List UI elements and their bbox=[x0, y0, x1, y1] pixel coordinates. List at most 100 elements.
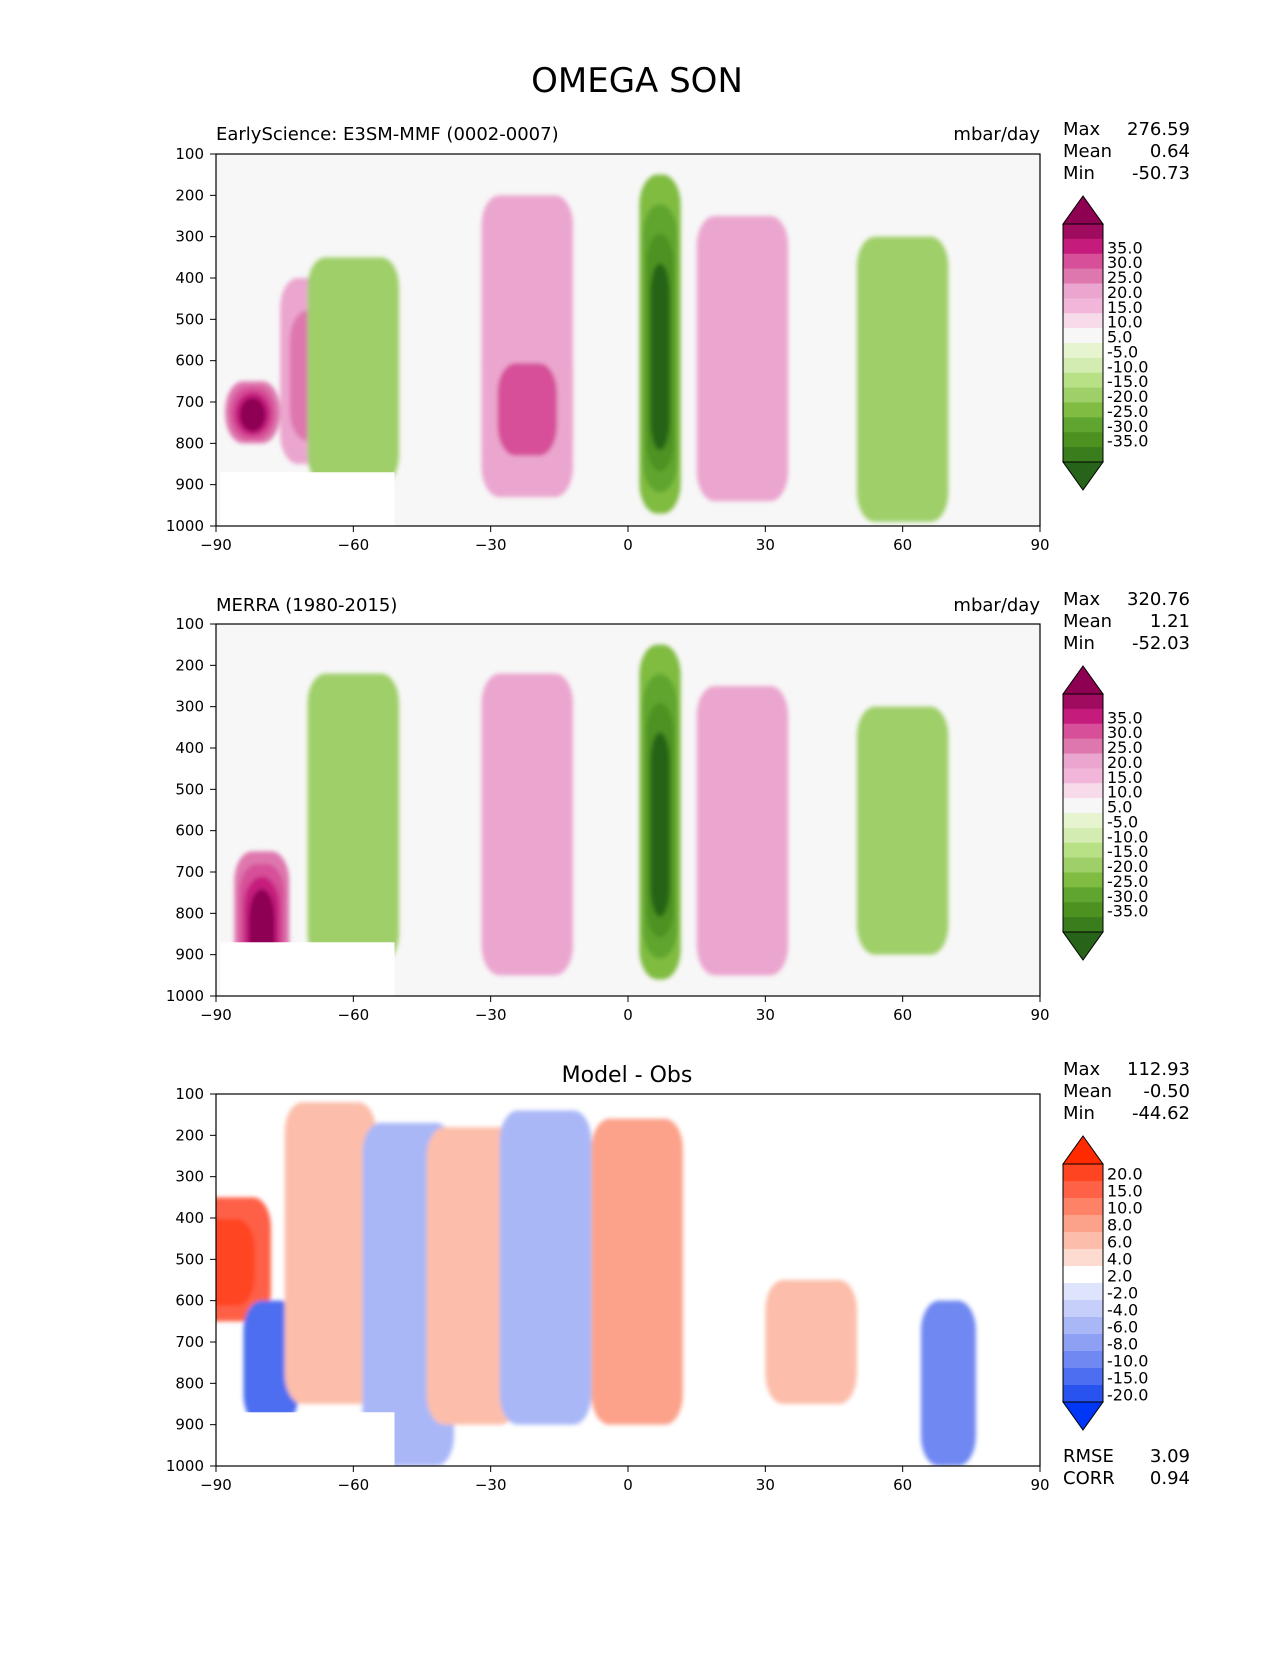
contour-region bbox=[696, 216, 789, 502]
axes: −90 −60 −30 0 30 60 90 100 200 300 400 500 600 700 800… bbox=[166, 615, 1050, 1024]
colorbar-label: -15.0 bbox=[1107, 372, 1148, 391]
x-tick-label: −30 bbox=[475, 536, 507, 554]
y-tick-label: 800 bbox=[175, 434, 204, 452]
colorbar-label: 10.0 bbox=[1107, 783, 1143, 802]
y-tick-label: 600 bbox=[175, 1292, 204, 1310]
colorbar-segment bbox=[1063, 798, 1103, 814]
y-tick-label: 500 bbox=[175, 310, 204, 328]
colorbar-segment bbox=[1063, 313, 1103, 329]
colorbar-label: 10.0 bbox=[1107, 1199, 1143, 1218]
colorbar-label: 15.0 bbox=[1107, 298, 1143, 317]
y-tick-label: 300 bbox=[175, 698, 204, 716]
stat-mean-label: Mean bbox=[1063, 611, 1112, 632]
colorbar-segment bbox=[1063, 694, 1103, 710]
colorbar-segment bbox=[1063, 328, 1103, 344]
colorbar-label: -20.0 bbox=[1107, 857, 1148, 876]
colorbar-label: -35.0 bbox=[1107, 432, 1148, 451]
colorbar: 35.030.025.020.015.010.05.0-5.0-10.0-15.… bbox=[1062, 195, 1148, 491]
colorbar-segment bbox=[1063, 238, 1103, 255]
y-tick-label: 400 bbox=[175, 739, 204, 757]
missing-data-mask bbox=[220, 942, 395, 996]
stats-block: Max 276.59 Mean 0.64 Min -50.73 bbox=[1063, 119, 1190, 184]
colorbar-label: 10.0 bbox=[1107, 313, 1143, 332]
panel-units: mbar/day bbox=[953, 595, 1040, 616]
y-tick-label: 500 bbox=[175, 780, 204, 798]
colorbar-segment bbox=[1063, 857, 1103, 873]
stats-block: Max 112.93 Mean -0.50 Min -44.62 RMSE 3.… bbox=[1063, 1059, 1190, 1489]
x-tick-label: −30 bbox=[475, 1476, 507, 1494]
stat-rmse-value: 3.09 bbox=[1150, 1446, 1190, 1467]
colorbar-segment bbox=[1063, 768, 1103, 784]
colorbar-label: 2.0 bbox=[1107, 1267, 1132, 1286]
contour-plot bbox=[216, 154, 1040, 526]
y-tick-label: 1000 bbox=[166, 517, 204, 535]
y-tick-label: 600 bbox=[175, 822, 204, 840]
colorbar-segment bbox=[1063, 417, 1103, 433]
contour-region bbox=[426, 1127, 519, 1425]
colorbar-label: -5.0 bbox=[1107, 812, 1138, 831]
contour-region bbox=[497, 363, 558, 456]
colorbar-segment bbox=[1063, 268, 1103, 284]
colorbar-segment bbox=[1063, 447, 1103, 463]
x-tick-label: 0 bbox=[623, 1476, 633, 1494]
stat-mean-label: Mean bbox=[1063, 1081, 1112, 1102]
colorbar-frame bbox=[1062, 223, 1104, 463]
y-tick-label: 100 bbox=[175, 145, 204, 163]
colorbar-label: 15.0 bbox=[1107, 1182, 1143, 1201]
colorbar-label: 20.0 bbox=[1107, 1165, 1143, 1184]
y-tick-label: 900 bbox=[175, 1416, 204, 1434]
colorbar-label: 15.0 bbox=[1107, 768, 1143, 787]
colorbar-label: 20.0 bbox=[1107, 283, 1143, 302]
colorbar-segment bbox=[1063, 372, 1103, 389]
y-tick-label: 700 bbox=[175, 863, 204, 881]
colorbar-segment bbox=[1063, 1351, 1103, 1369]
colorbar-segment bbox=[1063, 343, 1103, 359]
colorbar-segment bbox=[1063, 708, 1103, 725]
colorbar-label: 5.0 bbox=[1107, 798, 1132, 817]
stat-corr-label: CORR bbox=[1063, 1468, 1115, 1489]
stat-max-value: 276.59 bbox=[1127, 119, 1190, 140]
y-tick-label: 400 bbox=[175, 269, 204, 287]
colorbar-label: -25.0 bbox=[1107, 872, 1148, 891]
x-tick-label: 90 bbox=[1030, 536, 1049, 554]
y-tick-label: 400 bbox=[175, 1209, 204, 1227]
y-tick-label: 1000 bbox=[166, 987, 204, 1005]
colorbar-segment bbox=[1063, 357, 1103, 374]
colorbar-label: 35.0 bbox=[1107, 238, 1143, 257]
axes: −90 −60 −30 0 30 60 90 100 200 300 400 500 600 700 800… bbox=[166, 145, 1050, 554]
colorbar-segment bbox=[1063, 298, 1103, 314]
stat-max-label: Max bbox=[1063, 589, 1101, 610]
stat-min-value: -52.03 bbox=[1132, 633, 1190, 654]
stat-min-label: Min bbox=[1063, 1103, 1095, 1124]
panel-title: MERRA (1980-2015) bbox=[216, 595, 397, 616]
contour-region bbox=[307, 257, 400, 485]
contour-region bbox=[499, 1110, 592, 1425]
colorbar-label: -2.0 bbox=[1107, 1284, 1138, 1303]
x-tick-label: −90 bbox=[200, 536, 232, 554]
colorbar-segment bbox=[1063, 1368, 1103, 1386]
colorbar-segment bbox=[1063, 283, 1103, 299]
colorbar-extend-top bbox=[1062, 665, 1104, 695]
stat-max-label: Max bbox=[1063, 119, 1101, 140]
colorbar-label: -20.0 bbox=[1107, 387, 1148, 406]
colorbar-segment bbox=[1063, 872, 1103, 888]
stats-block: Max 320.76 Mean 1.21 Min -52.03 bbox=[1063, 589, 1190, 654]
x-tick-label: 60 bbox=[893, 536, 912, 554]
colorbar-label: 25.0 bbox=[1107, 268, 1143, 287]
x-tick-label: −30 bbox=[475, 1006, 507, 1024]
y-tick-label: 900 bbox=[175, 476, 204, 494]
colorbar-label: -10.0 bbox=[1107, 357, 1148, 376]
colorbar-segment bbox=[1063, 917, 1103, 933]
colorbar-label: -5.0 bbox=[1107, 342, 1138, 361]
colorbar-segment bbox=[1063, 1249, 1103, 1267]
contour-region bbox=[650, 732, 670, 917]
stat-mean-label: Mean bbox=[1063, 141, 1112, 162]
contour-region bbox=[307, 673, 400, 963]
missing-data-mask bbox=[220, 1412, 395, 1466]
colorbar-segment bbox=[1063, 402, 1103, 418]
colorbar-label: -15.0 bbox=[1107, 1369, 1148, 1388]
colorbar-segment bbox=[1063, 827, 1103, 844]
stat-max-value: 112.93 bbox=[1127, 1059, 1190, 1080]
y-tick-label: 200 bbox=[175, 1126, 204, 1144]
